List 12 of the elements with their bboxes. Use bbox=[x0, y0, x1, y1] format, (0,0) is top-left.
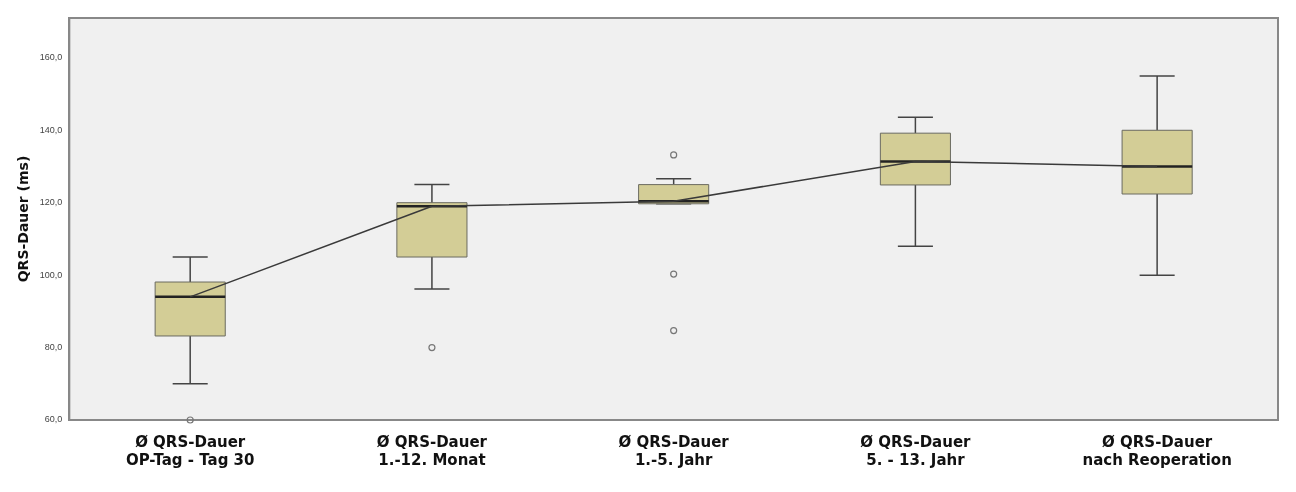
x-tick-label: Ø QRS-Dauer 1.-5. Jahr bbox=[618, 432, 730, 469]
y-tick-label: 120,0 bbox=[39, 197, 63, 208]
y-tick-label: 60,0 bbox=[44, 414, 63, 425]
x-tick-label: Ø QRS-Dauer 5. - 13. Jahr bbox=[860, 432, 972, 469]
x-tick-label: Ø QRS-Dauer OP-Tag - Tag 30 bbox=[125, 432, 255, 469]
y-tick-label: 140,0 bbox=[39, 124, 63, 135]
x-tick-label: Ø QRS-Dauer 1.-12. Monat bbox=[376, 432, 488, 469]
y-tick-label: 160,0 bbox=[39, 52, 63, 63]
y-axis-title: QRS-Dauer (ms) bbox=[15, 155, 32, 283]
y-tick-label: 80,0 bbox=[44, 342, 63, 353]
y-tick-label: 100,0 bbox=[39, 269, 63, 280]
x-tick-label: Ø QRS-Dauer nach Reoperation bbox=[1082, 432, 1232, 469]
